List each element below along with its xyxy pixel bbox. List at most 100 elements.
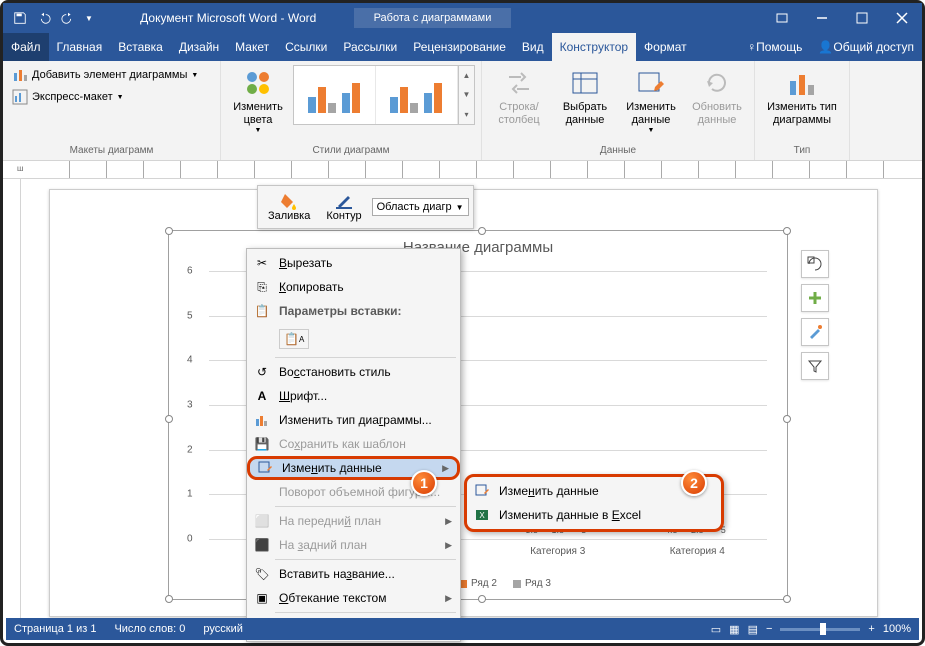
selection-handle[interactable] xyxy=(165,227,173,235)
refresh-icon xyxy=(701,67,733,99)
tab-insert[interactable]: Вставка xyxy=(110,33,171,61)
tab-review[interactable]: Рецензирование xyxy=(405,33,514,61)
tab-file[interactable]: Файл xyxy=(3,33,49,61)
selection-handle[interactable] xyxy=(783,415,791,423)
zoom-slider[interactable] xyxy=(780,628,860,631)
vertical-ruler[interactable] xyxy=(3,179,21,621)
ctx-text-wrap[interactable]: ▣Обтекание текстом▶ xyxy=(247,586,460,610)
reset-icon: ↺ xyxy=(253,363,271,381)
tab-view[interactable]: Вид xyxy=(514,33,552,61)
group-label-styles: Стили диаграмм xyxy=(227,143,475,160)
switch-row-col-button[interactable]: Строка/столбец xyxy=(488,65,550,137)
tab-chart-format[interactable]: Формат xyxy=(636,33,695,61)
change-type-icon xyxy=(786,67,818,99)
undo-icon[interactable] xyxy=(37,11,51,25)
ctx-copy[interactable]: ⎘Копировать xyxy=(247,275,460,299)
paste-icon: 📋 xyxy=(253,302,271,320)
change-colors-icon xyxy=(242,67,274,99)
selection-handle[interactable] xyxy=(478,595,486,603)
ctx-change-type[interactable]: Изменить тип диаграммы... xyxy=(247,408,460,432)
gallery-scroll[interactable]: ▲▼▾ xyxy=(458,66,474,124)
quick-access-toolbar: ▼ xyxy=(3,11,103,25)
ctx-reset-style[interactable]: ↺Восстановить стиль xyxy=(247,360,460,384)
status-language[interactable]: русский xyxy=(203,623,242,635)
zoom-level[interactable]: 100% xyxy=(883,623,911,635)
submenu-edit-data-excel[interactable]: XИзменить данные в Excel xyxy=(467,503,721,527)
selection-handle[interactable] xyxy=(165,595,173,603)
horizontal-ruler[interactable]: ш xyxy=(3,161,922,179)
tab-references[interactable]: Ссылки xyxy=(277,33,335,61)
context-menu: ✂Вырезать ⎘Копировать 📋Параметры вставки… xyxy=(246,248,461,642)
edit-data-button[interactable]: Изменить данные▼ xyxy=(620,65,682,137)
submenu-arrow-icon: ▶ xyxy=(442,463,449,474)
fill-button[interactable]: Заливка xyxy=(262,190,316,224)
minimize-icon[interactable] xyxy=(802,3,842,33)
window-title: Документ Microsoft Word - Word xyxy=(103,11,354,25)
outline-button[interactable]: Контур xyxy=(320,190,367,224)
change-chart-type-button[interactable]: Изменить тип диаграммы xyxy=(761,65,843,137)
mini-toolbar: Заливка Контур Область диагр▼ xyxy=(257,185,474,229)
chart-styles-gallery[interactable]: ▲▼▾ xyxy=(293,65,475,125)
ribbon-display-icon[interactable] xyxy=(762,3,802,33)
tab-mailings[interactable]: Рассылки xyxy=(335,33,405,61)
tab-chart-design[interactable]: Конструктор xyxy=(552,33,636,61)
chart-layout-options-icon[interactable] xyxy=(801,250,829,278)
document-area: Название диаграммы 0123456 4.32.42Катего… xyxy=(21,179,906,621)
change-colors-button[interactable]: Изменить цвета▼ xyxy=(227,65,289,137)
view-print-icon[interactable]: ▦ xyxy=(729,623,739,636)
maximize-icon[interactable] xyxy=(842,3,882,33)
ctx-insert-caption[interactable]: 🏷Вставить название... xyxy=(247,562,460,586)
chart-elements-icon[interactable] xyxy=(801,284,829,312)
zoom-in-icon[interactable]: + xyxy=(868,623,874,635)
cut-icon: ✂ xyxy=(253,254,271,272)
edit-data-icon xyxy=(473,482,491,500)
send-backward-icon: ⬛ xyxy=(253,536,271,554)
legend-item[interactable]: Ряд 3 xyxy=(513,578,551,589)
style-item-1[interactable] xyxy=(294,66,376,124)
tab-layout[interactable]: Макет xyxy=(227,33,277,61)
title-bar: ▼ Документ Microsoft Word - Word Работа … xyxy=(3,3,922,33)
tab-design[interactable]: Дизайн xyxy=(171,33,227,61)
selection-handle[interactable] xyxy=(783,595,791,603)
zoom-out-icon[interactable]: − xyxy=(766,623,772,635)
selection-handle[interactable] xyxy=(783,227,791,235)
ctx-paste-options[interactable]: 📋A xyxy=(247,323,460,355)
quick-layout-button[interactable]: Экспресс-макет ▼ xyxy=(9,87,127,107)
add-chart-element-button[interactable]: Добавить элемент диаграммы ▼ xyxy=(9,65,201,85)
select-data-button[interactable]: Выбрать данные xyxy=(554,65,616,137)
share-label: Общий доступ xyxy=(833,40,914,54)
refresh-data-button[interactable]: Обновить данные xyxy=(686,65,748,137)
save-template-icon: 💾 xyxy=(253,435,271,453)
chart-filters-icon[interactable] xyxy=(801,352,829,380)
switch-rc-icon xyxy=(503,67,535,99)
redo-icon[interactable] xyxy=(61,11,75,25)
selection-handle[interactable] xyxy=(165,415,173,423)
status-page[interactable]: Страница 1 из 1 xyxy=(14,623,96,635)
ctx-font[interactable]: AШрифт... xyxy=(247,384,460,408)
window-controls xyxy=(762,3,922,33)
group-label-data: Данные xyxy=(488,143,748,160)
select-data-icon xyxy=(569,67,601,99)
chart-area-combo[interactable]: Область диагр▼ xyxy=(372,198,469,216)
view-read-icon[interactable]: ▭ xyxy=(711,623,721,636)
excel-icon: X xyxy=(473,506,491,524)
quick-layout-icon xyxy=(12,89,28,105)
edit-data-icon xyxy=(635,67,667,99)
save-icon[interactable] xyxy=(13,11,27,25)
status-word-count[interactable]: Число слов: 0 xyxy=(114,623,185,635)
style-item-2[interactable] xyxy=(376,66,458,124)
legend-item[interactable]: Ряд 2 xyxy=(459,578,497,589)
view-web-icon[interactable]: ▤ xyxy=(748,623,758,636)
tab-home[interactable]: Главная xyxy=(49,33,111,61)
ribbon: Добавить элемент диаграммы ▼ Экспресс-ма… xyxy=(3,61,922,161)
selection-handle[interactable] xyxy=(478,227,486,235)
group-label-layouts: Макеты диаграмм xyxy=(9,143,214,160)
chart-styles-icon[interactable] xyxy=(801,318,829,346)
chart-tools-label: Работа с диаграммами xyxy=(354,8,512,28)
qat-dropdown-icon[interactable]: ▼ xyxy=(85,14,93,23)
share-button[interactable]: 👤 Общий доступ xyxy=(810,33,922,61)
close-icon[interactable] xyxy=(882,3,922,33)
ctx-cut[interactable]: ✂Вырезать xyxy=(247,251,460,275)
help-button[interactable]: ♀ Помощь xyxy=(739,33,810,61)
wrap-icon: ▣ xyxy=(253,589,271,607)
